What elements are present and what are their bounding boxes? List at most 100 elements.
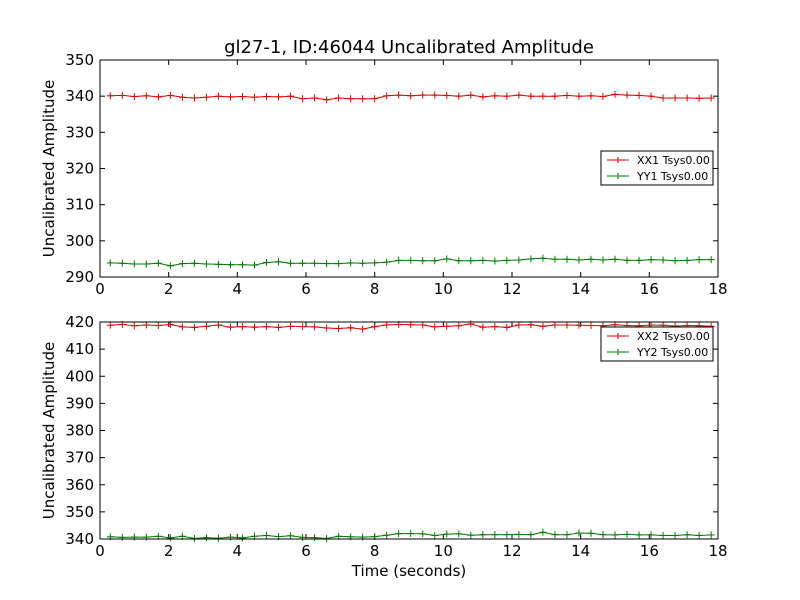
data-point	[443, 530, 451, 538]
data-point	[671, 531, 679, 539]
data-point	[275, 323, 283, 331]
legend-entry: YY2 Tsys0.00	[607, 346, 708, 359]
data-point	[383, 531, 391, 539]
data-point	[539, 528, 547, 536]
data-point	[251, 261, 258, 269]
data-point	[226, 323, 234, 331]
data-point	[503, 531, 511, 539]
y-tick-label: 390	[65, 394, 94, 412]
data-point	[479, 93, 487, 101]
data-point	[299, 259, 307, 267]
data-point	[563, 531, 571, 539]
y-tick-label: 310	[65, 196, 94, 214]
data-point	[263, 259, 271, 267]
data-point	[323, 96, 331, 104]
data-point	[503, 256, 511, 264]
data-point	[226, 93, 234, 101]
legend: XX2 Tsys0.00 YY2 Tsys0.00	[600, 326, 714, 362]
data-point	[407, 256, 415, 264]
data-point	[178, 260, 186, 268]
data-point	[130, 93, 138, 101]
data-point	[166, 91, 174, 99]
data-point	[287, 322, 295, 330]
data-point	[515, 91, 523, 99]
x-tick-label: 6	[301, 280, 311, 298]
data-point	[527, 531, 535, 539]
x-tick-label: 14	[571, 542, 590, 560]
legend-entry: YY1 Tsys0.00	[607, 170, 708, 183]
data-point	[491, 92, 499, 100]
data-point	[238, 534, 246, 542]
data-point	[407, 530, 415, 538]
data-point	[431, 91, 439, 99]
data-point	[106, 92, 114, 100]
data-point	[407, 92, 415, 100]
data-point	[311, 534, 319, 542]
data-point	[479, 256, 487, 264]
data-point	[515, 321, 523, 329]
data-point	[202, 260, 210, 268]
data-point	[299, 533, 307, 541]
data-point	[238, 93, 246, 101]
data-point	[503, 92, 511, 100]
data-point	[419, 321, 427, 329]
y-tick-label: 330	[65, 123, 94, 141]
y-tick-label: 400	[65, 367, 94, 385]
data-point	[611, 255, 619, 263]
legend-entry: XX2 Tsys0.00	[607, 330, 710, 343]
data-point	[166, 262, 174, 270]
subplot-1: 0 2 4 6 8 10 12 14 16 18 290 300 310 320 330 340 350 Unca…	[40, 51, 728, 298]
y-tick-label: 340	[65, 87, 94, 105]
data-point	[635, 531, 643, 539]
y-axis-label: Uncalibrated Amplitude	[40, 80, 58, 257]
data-point	[659, 94, 667, 102]
legend-entry: XX1 Tsys0.00	[607, 154, 710, 167]
data-point	[551, 255, 559, 263]
chart-title: gl27-1, ID:46044 Uncalibrated Amplitude	[224, 37, 594, 58]
data-point	[587, 529, 595, 537]
x-tick-label: 10	[434, 280, 453, 298]
data-point	[491, 323, 499, 331]
data-point	[226, 261, 234, 269]
data-point	[106, 259, 114, 267]
data-point	[347, 324, 355, 332]
data-point	[419, 91, 427, 99]
x-tick-label: 2	[164, 542, 174, 560]
data-point	[383, 258, 391, 266]
data-point	[587, 255, 595, 263]
series-XX2	[106, 320, 715, 333]
x-tick-label: 16	[640, 542, 659, 560]
data-point	[431, 531, 439, 539]
data-point	[575, 321, 583, 329]
data-point	[659, 256, 667, 264]
data-point	[214, 321, 222, 329]
data-point	[431, 323, 439, 331]
data-point	[455, 92, 463, 100]
data-point	[106, 321, 114, 329]
data-point	[287, 259, 295, 267]
data-point	[551, 531, 559, 539]
data-point	[299, 95, 307, 103]
x-tick-label: 4	[233, 280, 243, 298]
data-point	[118, 259, 126, 267]
legend-label: YY2 Tsys0.00	[636, 346, 708, 359]
y-tick-label: 290	[65, 268, 94, 286]
y-tick-label: 360	[65, 476, 94, 494]
series-YY2	[106, 528, 715, 542]
series-YY1	[106, 254, 715, 270]
legend-label: XX2 Tsys0.00	[637, 330, 710, 343]
data-point	[323, 324, 331, 332]
data-point	[635, 256, 643, 264]
data-point	[707, 256, 715, 264]
y-axis-label: Uncalibrated Amplitude	[40, 342, 58, 519]
data-point	[575, 92, 583, 100]
data-point	[154, 259, 162, 267]
data-point	[527, 255, 535, 263]
legend-box	[600, 326, 714, 362]
data-point	[635, 91, 643, 99]
data-point	[275, 258, 283, 266]
legend-box	[600, 150, 714, 186]
data-point	[263, 323, 271, 331]
data-point	[335, 94, 343, 102]
data-point	[130, 260, 138, 268]
